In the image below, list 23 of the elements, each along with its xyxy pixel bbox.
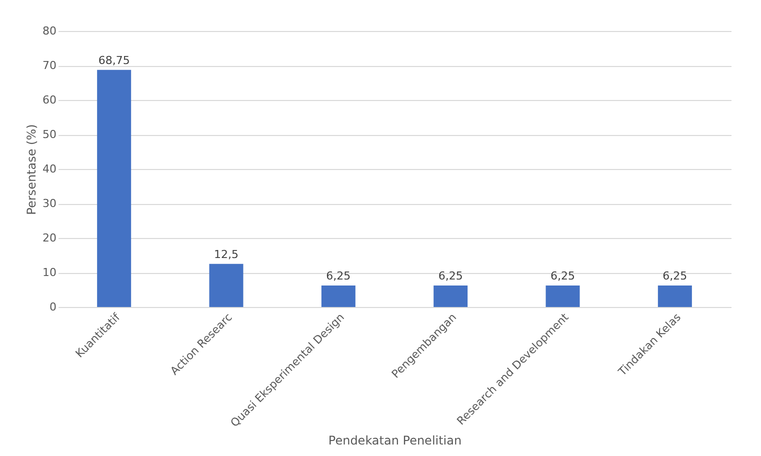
y-tick-label: 40 [42, 162, 56, 176]
data-label: 6,25 [326, 269, 351, 282]
x-axis-title: Pendekatan Penelitian [328, 433, 462, 448]
bar [321, 285, 356, 307]
data-label: 6,25 [438, 269, 463, 282]
bar [97, 70, 132, 307]
y-tick-label: 20 [42, 232, 56, 244]
y-tick-label: 50 [42, 128, 56, 141]
y-tick-label: 0 [50, 300, 56, 314]
y-axis-title: Persentase (%) [24, 124, 39, 215]
bar [658, 285, 692, 307]
y-tick-label: 70 [42, 59, 56, 72]
data-label: 6,25 [550, 269, 575, 282]
bar [209, 264, 244, 307]
data-label: 12,5 [214, 248, 238, 261]
y-tick-label: 30 [42, 197, 56, 210]
bar [434, 285, 468, 307]
y-tick-label: 60 [42, 94, 56, 106]
y-tick-label: 10 [42, 266, 56, 279]
y-tick-label: 80 [42, 24, 56, 38]
data-label: 68,75 [98, 54, 130, 67]
bar [546, 285, 580, 307]
data-label: 6,25 [662, 269, 688, 282]
